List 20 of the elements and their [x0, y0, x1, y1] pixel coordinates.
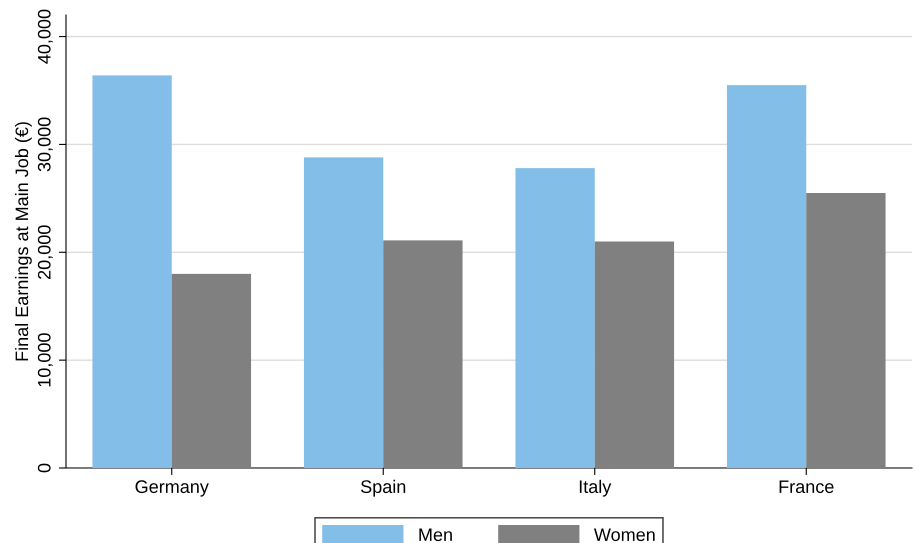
- y-tick-label: 40,000: [38, 10, 53, 64]
- legend-label: Men: [419, 528, 452, 542]
- y-tick-label: 10,000: [38, 333, 53, 386]
- x-tick-label: Spain: [360, 480, 406, 497]
- bar: [726, 85, 806, 468]
- bar: [594, 242, 674, 468]
- x-tick-label: France: [780, 480, 834, 494]
- y-axis-title: Final Earnings at Main Job (€): [14, 122, 32, 360]
- bar: [92, 75, 172, 468]
- bar: [383, 240, 463, 468]
- x-tick-label: Italy: [580, 480, 612, 497]
- bar: [304, 157, 384, 468]
- x-tick-label: Germany: [136, 480, 209, 497]
- bar: [806, 192, 886, 468]
- y-tick-label: 0: [38, 464, 51, 472]
- bar: [172, 274, 252, 468]
- bar: [515, 168, 595, 468]
- legend-label: Women: [594, 528, 655, 542]
- y-tick-label: 20,000: [38, 225, 53, 279]
- y-tick-label: 30,000: [38, 118, 53, 172]
